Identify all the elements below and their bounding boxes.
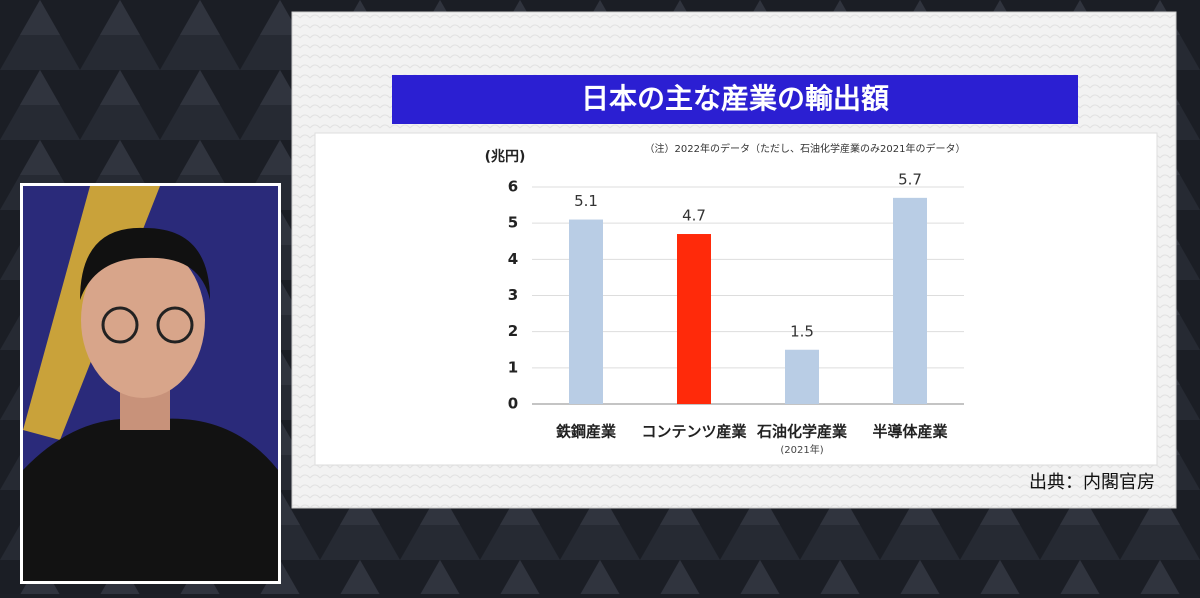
body: [23, 418, 278, 581]
y-tick-label: 5: [508, 214, 518, 232]
y-tick-label: 1: [508, 358, 518, 376]
bar: [677, 234, 711, 404]
presenter-video: [20, 183, 281, 584]
chart-area: [314, 132, 1158, 466]
x-tick-label: 半導体産業: [872, 423, 948, 441]
y-tick-label: 3: [508, 286, 518, 304]
category-annotation: (2021年): [780, 443, 823, 456]
y-unit: (兆円): [485, 149, 526, 165]
value-label: 5.7: [898, 170, 922, 188]
bar: [785, 349, 819, 404]
bar: [893, 197, 927, 404]
glasses: [101, 306, 139, 344]
bar: [569, 219, 603, 404]
value-label: 1.5: [790, 322, 814, 340]
note: （注）2022年のデータ（ただし、石油化学産業のみ2021年のデータ）: [645, 142, 966, 155]
hair: [80, 227, 210, 300]
face: [81, 242, 205, 398]
x-tick-label: 石油化学産業: [756, 423, 848, 441]
value-label: 4.7: [682, 207, 706, 225]
y-tick-label: 0: [508, 395, 518, 413]
y-tick-label: 2: [508, 322, 518, 340]
y-tick-label: 6: [508, 178, 518, 196]
source: 出典：内閣官房: [1029, 472, 1155, 493]
x-tick-label: 鉄鋼産業: [556, 423, 617, 441]
glasses: [156, 306, 194, 344]
title-bar: [392, 75, 1078, 124]
plot: 0 1 2 3 4 5 6 鉄鋼産業 5.1 コンテンツ産業 4.7 石油化学産業 1.5 半導体産業 5.…: [508, 170, 964, 456]
chart-title: 日本の主な産業の輸出額: [581, 82, 889, 115]
x-tick-label: コンテンツ産業: [641, 423, 747, 441]
y-tick-label: 4: [508, 250, 518, 268]
value-label: 5.1: [574, 192, 598, 210]
